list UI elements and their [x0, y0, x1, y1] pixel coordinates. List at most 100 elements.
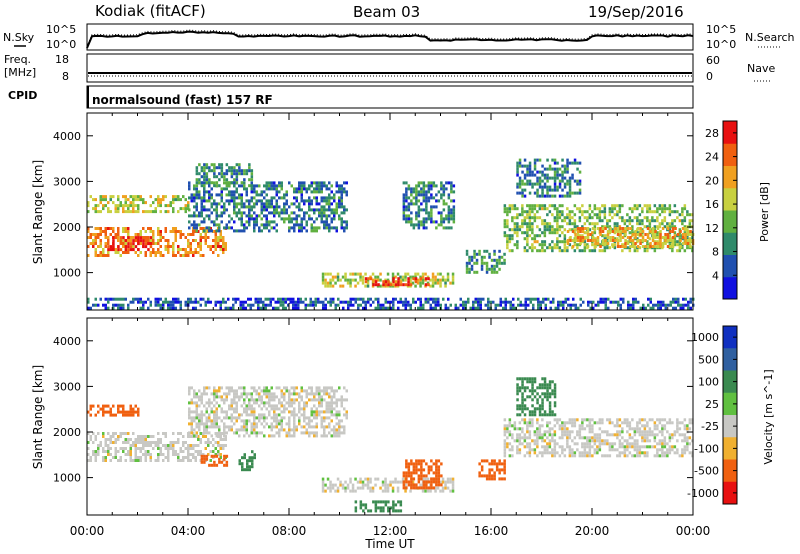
echo-cell	[144, 300, 147, 304]
echo-cell	[203, 178, 206, 182]
echo-cell	[275, 211, 278, 215]
echo-cell	[402, 486, 406, 490]
echo-cell	[556, 237, 559, 241]
echo-cell	[671, 245, 675, 248]
echo-cell	[377, 303, 380, 307]
echo-cell	[419, 277, 423, 281]
echo-cell	[513, 231, 517, 235]
echo-cell	[325, 416, 328, 420]
echo-cell	[502, 300, 505, 304]
echo-cell	[325, 208, 328, 212]
echo-cell	[377, 297, 380, 301]
echo-cell	[648, 228, 652, 232]
echo-cell	[318, 389, 321, 393]
echo-cell	[225, 193, 228, 197]
echo-cell	[528, 228, 532, 232]
echo-cell	[225, 454, 229, 458]
echo-cell	[298, 392, 301, 396]
echo-cell	[426, 281, 430, 285]
echo-cell	[177, 245, 180, 248]
echo-cell	[193, 184, 196, 188]
echo-cell	[330, 395, 333, 399]
station-title: Kodiak (fitACF)	[95, 2, 206, 20]
echo-cell	[238, 208, 241, 212]
echo-cell	[107, 251, 110, 254]
echo-cell	[434, 486, 437, 490]
echo-cell	[504, 297, 507, 301]
echo-cell	[333, 208, 336, 212]
echo-cell	[523, 194, 527, 198]
echo-cell	[516, 170, 519, 174]
echo-cell	[589, 306, 592, 310]
echo-cell	[678, 228, 682, 232]
echo-cell	[172, 195, 175, 199]
echo-cell	[568, 448, 572, 452]
echo-cell	[177, 441, 180, 444]
echo-cell	[672, 297, 675, 301]
echo-cell	[666, 245, 670, 248]
echo-cell	[213, 389, 216, 393]
echo-cell	[493, 258, 496, 262]
echo-cell	[282, 306, 285, 310]
echo-cell	[329, 480, 332, 484]
echo-cell	[643, 454, 647, 458]
echo-cell	[157, 248, 160, 251]
echo-cell	[248, 166, 251, 170]
echo-cell	[215, 395, 218, 399]
echo-cell	[542, 300, 545, 304]
freq-tick-top: 18	[55, 53, 69, 66]
echo-cell	[427, 486, 431, 490]
echo-cell	[440, 462, 443, 466]
echo-cell	[290, 410, 293, 414]
echo-cell	[144, 251, 147, 254]
echo-cell	[536, 176, 539, 180]
echo-cell	[541, 207, 544, 211]
echo-cell	[97, 233, 100, 236]
echo-cell	[278, 181, 281, 185]
echo-cell	[566, 445, 569, 449]
echo-cell	[218, 223, 221, 227]
echo-cell	[541, 170, 544, 174]
echo-cell	[573, 191, 577, 195]
echo-cell	[430, 468, 433, 472]
echo-cell	[631, 228, 634, 232]
echo-cell	[318, 410, 321, 414]
echo-cell	[531, 204, 534, 208]
echo-cell	[295, 413, 298, 417]
echo-cell	[273, 434, 276, 438]
colorbar-tick-label: 16	[705, 198, 719, 211]
echo-cell	[374, 283, 378, 287]
echo-cell	[402, 214, 406, 218]
echo-cell	[147, 248, 150, 252]
echo-cell	[233, 202, 236, 206]
echo-cell	[425, 226, 428, 230]
echo-cell	[437, 300, 440, 304]
echo-cell	[641, 239, 645, 242]
echo-cell	[177, 453, 180, 456]
echo-cell	[134, 198, 137, 202]
echo-cell	[122, 251, 125, 254]
echo-cell	[249, 303, 252, 307]
echo-cell	[649, 242, 652, 245]
echo-cell	[190, 419, 193, 423]
echo-cell	[415, 211, 418, 215]
echo-cell	[320, 199, 323, 203]
echo-cell	[376, 275, 380, 279]
echo-cell	[174, 300, 177, 304]
echo-cell	[265, 389, 268, 393]
echo-cell	[154, 459, 157, 462]
echo-cell	[162, 453, 165, 456]
echo-cell	[624, 233, 627, 236]
echo-cell	[526, 436, 529, 440]
echo-cell	[343, 431, 346, 435]
echo-cell	[409, 281, 412, 285]
echo-cell	[295, 223, 298, 227]
echo-cell	[243, 223, 246, 227]
echo-cell	[539, 303, 542, 307]
echo-cell	[335, 422, 338, 426]
echo-cell	[104, 438, 107, 441]
echo-cell	[219, 456, 222, 459]
echo-cell	[112, 227, 115, 230]
echo-cell	[435, 474, 438, 478]
echo-cell	[192, 456, 195, 459]
